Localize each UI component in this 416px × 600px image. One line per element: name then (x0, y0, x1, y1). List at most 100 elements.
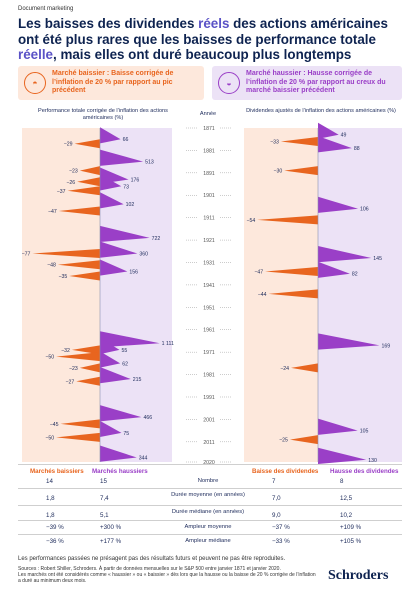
summary-div-fall-value: 9,0 (272, 512, 281, 519)
summary-div-fall-value: −37 % (272, 524, 290, 531)
bull-value-label: 156 (129, 269, 138, 275)
bear-value-label: −35 (58, 274, 67, 280)
bear-market-mark (76, 376, 100, 386)
bull-value-label: 82 (352, 272, 358, 278)
summary-div-fall-value: −33 % (272, 538, 290, 545)
bear-market-mark (257, 215, 318, 225)
summary-div-rise-value: +109 % (340, 524, 362, 531)
bull-value-label: 62 (122, 361, 128, 367)
bear-value-label: −48 (47, 263, 56, 269)
bear-market-mark (291, 363, 318, 373)
bull-market-mark (100, 331, 160, 348)
panel-bg-bull (318, 128, 402, 462)
year-tick-label: 1941 (203, 283, 215, 289)
year-tick-label: 2020 (203, 460, 215, 466)
page-title: Les baisses des dividendes réels des act… (18, 16, 403, 63)
summary-div-fall-value: 7,0 (272, 495, 281, 502)
bear-value-label: −37 (57, 189, 66, 195)
year-tick-label: 2011 (203, 440, 214, 446)
bull-market-mark (318, 196, 359, 213)
summary-row-divider (18, 534, 402, 535)
bear-value-label: −23 (69, 366, 78, 372)
bear-value-label: −45 (50, 422, 59, 428)
legend-bear-text: Marché baissier : Baisse corrigée de l’i… (52, 70, 174, 94)
bear-icon: ◓ (24, 72, 46, 94)
bull-market-mark (100, 405, 142, 422)
bull-market-mark (100, 149, 144, 166)
bull-market-mark (100, 225, 150, 243)
bull-value-label: 1 111 (162, 341, 174, 347)
bull-value-label: 106 (360, 207, 369, 213)
year-tick-label: 1871 (203, 126, 215, 132)
bull-value-label: 75 (123, 431, 129, 437)
bull-market-mark (100, 241, 138, 258)
bear-market-mark (69, 271, 100, 281)
sources-note: Sources : Robert Shiller, Schroders. À p… (18, 566, 318, 584)
summary-row-label: Ampleur moyenne (184, 524, 232, 530)
bear-value-label: −30 (273, 169, 282, 175)
bear-market-mark (71, 345, 100, 355)
bull-value-label: 73 (123, 184, 129, 190)
bear-value-label: −50 (45, 355, 54, 361)
bear-market-mark (284, 166, 318, 176)
bull-market-mark (100, 445, 137, 462)
summary-header-bull: Marchés haussiers (92, 468, 148, 475)
bull-icon: ◒ (218, 72, 240, 94)
summary-bull-value: 7,4 (100, 495, 109, 502)
bull-value-label: 360 (139, 252, 148, 258)
year-tick-label: 1981 (203, 373, 215, 379)
summary-row-label: Ampleur médiane (185, 538, 231, 544)
summary-div-rise-value: +105 % (340, 538, 362, 545)
bear-value-label: −47 (254, 269, 263, 275)
bear-value-label: −44 (258, 292, 267, 298)
bear-market-mark (67, 186, 100, 196)
summary-bull-value: +177 % (100, 538, 122, 545)
bear-value-label: −54 (246, 218, 255, 224)
bull-value-label: 102 (126, 202, 135, 208)
panel-bg-bear (22, 128, 100, 462)
bear-value-label: −27 (65, 379, 74, 385)
bear-value-label: −32 (61, 348, 70, 354)
bull-value-label: 215 (133, 377, 142, 383)
bear-value-label: −29 (64, 142, 73, 148)
bear-value-label: −50 (45, 435, 54, 441)
summary-row-divider (18, 505, 402, 506)
summary-div-rise-value: 10,2 (340, 512, 353, 519)
title-highlight-1: réels (198, 16, 230, 31)
bull-market-mark (100, 259, 128, 276)
bull-value-label: 513 (145, 160, 154, 166)
disclaimer: Les performances passées ne présagent pa… (18, 556, 286, 562)
year-tick-label: 1971 (203, 350, 215, 356)
bear-market-mark (56, 352, 100, 362)
bull-market-mark (100, 420, 122, 438)
bear-value-label: −77 (22, 252, 31, 258)
bear-market-mark (289, 435, 318, 445)
bull-market-mark (318, 261, 350, 278)
bear-market-mark (280, 136, 318, 146)
year-tick-label: 1911 (203, 216, 214, 222)
bear-market-mark (77, 177, 100, 187)
bear-market-mark (265, 266, 318, 276)
bull-market-mark (100, 174, 122, 191)
title-part-2: des actions américaines ont été plus rar… (18, 16, 388, 47)
bull-market-mark (318, 122, 339, 139)
summary-header-div-fall: Baisse des dividendes (252, 468, 319, 475)
legend-bull-text: Marché haussier : Hausse corrigée de l’i… (246, 70, 386, 94)
bull-value-label: 722 (152, 236, 161, 242)
bull-market-mark (100, 192, 124, 209)
summary-row-label: Durée médiane (en années) (171, 509, 245, 515)
bull-value-label: 49 (341, 133, 347, 139)
bear-value-label: −25 (279, 438, 288, 444)
bear-market-mark (56, 432, 100, 442)
summary-div-rise-value: 8 (340, 478, 344, 485)
bear-market-mark (79, 363, 100, 373)
bear-value-label: −24 (280, 366, 289, 372)
summary-bear-value: −39 % (46, 524, 64, 531)
bear-market-mark (32, 249, 101, 259)
method-note: Les marchés ont été considérés comme « h… (18, 572, 316, 584)
summary-bear-value: 1,8 (46, 495, 55, 502)
bull-market-mark (318, 447, 367, 464)
document-tag: Document marketing (18, 6, 74, 12)
bear-market-mark (60, 419, 100, 429)
summary-div-rise-value: 12,5 (340, 495, 353, 502)
